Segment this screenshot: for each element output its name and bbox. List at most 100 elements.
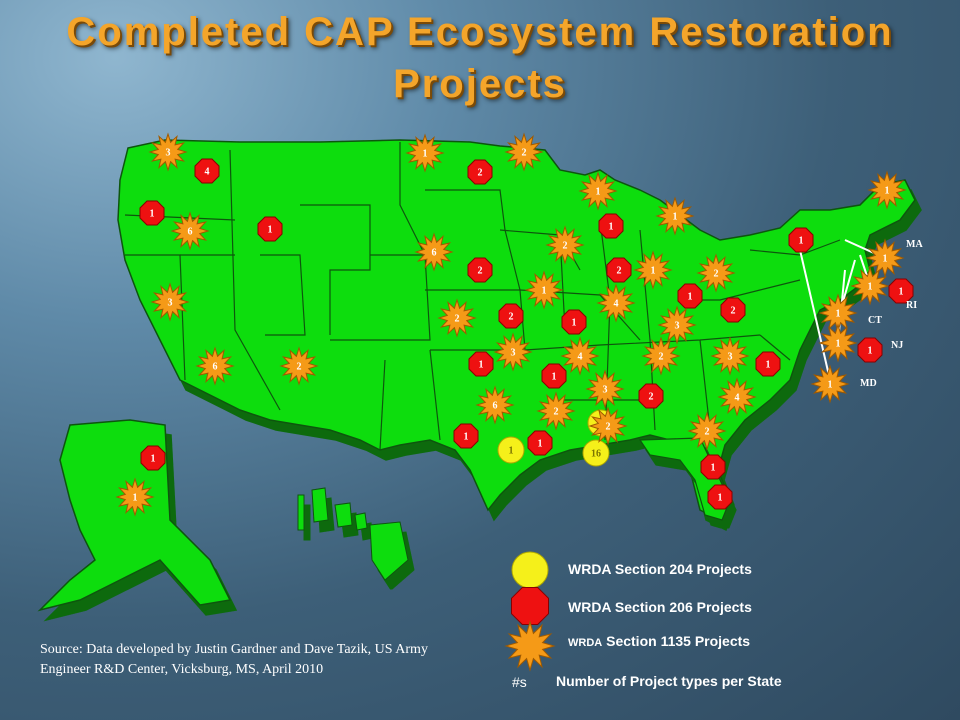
marker-shape	[467, 159, 493, 185]
marker-count: 6	[213, 362, 218, 373]
marker-shape	[504, 132, 544, 172]
marker-s1135: 2	[687, 411, 727, 451]
marker-s1135: 1	[405, 133, 445, 173]
marker-count: 3	[168, 298, 173, 309]
marker-count: 3	[728, 352, 733, 363]
marker-count: 1	[868, 282, 873, 293]
marker-s1135: 1	[810, 364, 850, 404]
marker-shape	[582, 439, 610, 467]
marker-shape	[720, 297, 746, 323]
marker-s206: 1	[857, 337, 883, 363]
legend-s1135-symbol	[504, 620, 556, 672]
marker-count: 3	[511, 348, 516, 359]
marker-count: 3	[166, 148, 171, 159]
legend-count-symbol: #s	[512, 674, 527, 690]
marker-shape	[888, 278, 914, 304]
marker-s1135: 1	[867, 170, 907, 210]
marker-count: 1	[868, 346, 873, 357]
marker-count: 1	[828, 380, 833, 391]
marker-s206: 2	[606, 257, 632, 283]
marker-s1135: 2	[696, 253, 736, 293]
marker-shape	[606, 257, 632, 283]
marker-s206: 1	[707, 484, 733, 510]
marker-s206: 1	[700, 454, 726, 480]
marker-shape	[453, 423, 479, 449]
legend-count-label: Number of Project types per State	[556, 673, 782, 689]
marker-s206: 2	[638, 383, 664, 409]
marker-count: 1	[609, 222, 614, 233]
marker-shape	[257, 216, 283, 242]
marker-count: 1	[885, 186, 890, 197]
marker-s1135: 2	[536, 391, 576, 431]
marker-count: 2	[617, 266, 622, 277]
marker-count: 2	[714, 269, 719, 280]
marker-shape	[696, 253, 736, 293]
legend-s1135-row: WRDA Section 1135 Projects	[568, 633, 750, 649]
marker-shape	[541, 363, 567, 389]
marker-shape	[585, 369, 625, 409]
marker-shape	[810, 364, 850, 404]
state-label-ri: RI	[906, 300, 917, 311]
marker-shape	[475, 385, 515, 425]
marker-count: 1	[673, 212, 678, 223]
marker-shape	[194, 158, 220, 184]
marker-count: 1	[711, 463, 716, 474]
legend-s1135-label: Section 1135 Projects	[606, 633, 751, 649]
marker-shape	[497, 436, 525, 464]
marker-shape	[148, 132, 188, 172]
marker-shape	[279, 346, 319, 386]
marker-shape	[707, 484, 733, 510]
marker-shape	[638, 383, 664, 409]
marker-count: 2	[478, 168, 483, 179]
marker-s206: 1	[527, 430, 553, 456]
marker-count: 6	[432, 248, 437, 259]
marker-shape	[717, 377, 757, 417]
marker-s1135: 6	[414, 232, 454, 272]
marker-s206: 1	[541, 363, 567, 389]
legend-s204-label: WRDA Section 204 Projects	[568, 561, 752, 577]
marker-s1135: 6	[475, 385, 515, 425]
legend-symbols	[504, 551, 556, 672]
marker-s206: 1	[140, 445, 166, 471]
marker-count: 1	[268, 225, 273, 236]
marker-s206: 1	[788, 227, 814, 253]
marker-shape	[687, 411, 727, 451]
marker-shape	[588, 406, 628, 446]
marker-shape	[700, 454, 726, 480]
legend-s1135-prefix: WRDA	[568, 637, 603, 649]
state-label-nj: NJ	[891, 340, 903, 351]
marker-shape	[405, 133, 445, 173]
marker-count: 1	[479, 360, 484, 371]
marker-s1135: 1	[655, 196, 695, 236]
title-line-1: Completed CAP Ecosystem Restoration	[66, 10, 894, 54]
marker-s206: 1	[888, 278, 914, 304]
marker-s206: 1	[598, 213, 624, 239]
marker-s1135: 3	[657, 305, 697, 345]
marker-shape	[788, 227, 814, 253]
marker-count: 1	[542, 286, 547, 297]
marker-count: 6	[188, 227, 193, 238]
marker-s1135: 6	[195, 346, 235, 386]
marker-s206: 2	[467, 159, 493, 185]
marker-count: 1	[836, 309, 841, 320]
marker-count: 1	[552, 372, 557, 383]
marker-count: 1	[718, 493, 723, 504]
marker-shape	[536, 391, 576, 431]
marker-shape	[493, 332, 533, 372]
marker-count: 2	[478, 266, 483, 277]
marker-s1135: 4	[560, 336, 600, 376]
marker-s1135: 4	[596, 283, 636, 323]
marker-count: 4	[614, 299, 619, 310]
marker-s206: 1	[677, 283, 703, 309]
marker-shape	[755, 351, 781, 377]
marker-s1135: 2	[545, 225, 585, 265]
marker-shape	[527, 430, 553, 456]
marker-count: 4	[578, 352, 583, 363]
marker-shape	[598, 213, 624, 239]
marker-shape	[414, 232, 454, 272]
marker-count: 16	[591, 449, 601, 460]
marker-count: 1	[836, 339, 841, 350]
page-title: Completed CAP Ecosystem Restoration Proj…	[0, 6, 960, 110]
marker-count: 1	[509, 446, 514, 457]
marker-s206: 1	[257, 216, 283, 242]
